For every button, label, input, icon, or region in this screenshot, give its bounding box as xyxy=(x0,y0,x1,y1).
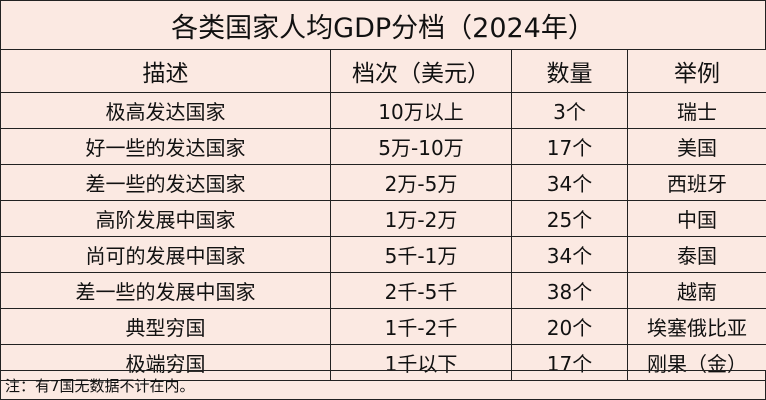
cell-example: 美国 xyxy=(627,128,766,165)
cell-bracket: 10万以上 xyxy=(330,92,512,129)
header-example: 举例 xyxy=(627,49,766,93)
cell-count: 17个 xyxy=(511,344,628,381)
cell-example: 西班牙 xyxy=(627,164,766,201)
cell-description: 差一些的发展中国家 xyxy=(0,272,331,309)
table-row: 极端穷国 1千以下 17个 刚果（金） xyxy=(0,344,766,381)
header-description: 描述 xyxy=(0,49,331,93)
cell-example: 瑞士 xyxy=(627,92,766,129)
table-row: 高阶发展中国家 1万-2万 25个 中国 xyxy=(0,200,766,237)
cell-example: 刚果（金） xyxy=(627,344,766,381)
table-title: 各类国家人均GDP分档（2024年） xyxy=(0,0,766,50)
cell-bracket: 5千-1万 xyxy=(330,236,512,273)
header-row: 描述 档次（美元） 数量 举例 xyxy=(0,49,766,93)
table-row: 极高发达国家 10万以上 3个 瑞士 xyxy=(0,92,766,129)
cell-bracket: 1万-2万 xyxy=(330,200,512,237)
cell-bracket: 1千以下 xyxy=(330,344,512,381)
table-row: 差一些的发展中国家 2千-5千 38个 越南 xyxy=(0,272,766,309)
cell-bracket: 1千-2千 xyxy=(330,308,512,345)
cell-description: 典型穷国 xyxy=(0,308,331,345)
cell-bracket: 2千-5千 xyxy=(330,272,512,309)
gdp-bracket-table: 描述 档次（美元） 数量 举例 极高发达国家 10万以上 3个 瑞士 好一些的发… xyxy=(0,49,766,381)
header-count: 数量 xyxy=(511,49,628,93)
cell-count: 34个 xyxy=(511,164,628,201)
cell-description: 极高发达国家 xyxy=(0,92,331,129)
cell-description: 好一些的发达国家 xyxy=(0,128,331,165)
cell-example: 中国 xyxy=(627,200,766,237)
cell-example: 埃塞俄比亚 xyxy=(627,308,766,345)
cell-count: 3个 xyxy=(511,92,628,129)
table-row: 差一些的发达国家 2万-5万 34个 西班牙 xyxy=(0,164,766,201)
cell-count: 17个 xyxy=(511,128,628,165)
cell-count: 20个 xyxy=(511,308,628,345)
table-row: 好一些的发达国家 5万-10万 17个 美国 xyxy=(0,128,766,165)
cell-count: 34个 xyxy=(511,236,628,273)
cell-description: 尚可的发展中国家 xyxy=(0,236,331,273)
cell-count: 38个 xyxy=(511,272,628,309)
cell-example: 泰国 xyxy=(627,236,766,273)
cell-description: 差一些的发达国家 xyxy=(0,164,331,201)
footnote: 注：有7国无数据不计在内。 xyxy=(0,370,766,400)
cell-count: 25个 xyxy=(511,200,628,237)
cell-bracket: 5万-10万 xyxy=(330,128,512,165)
cell-description: 高阶发展中国家 xyxy=(0,200,331,237)
header-bracket: 档次（美元） xyxy=(330,49,512,93)
table-row: 尚可的发展中国家 5千-1万 34个 泰国 xyxy=(0,236,766,273)
cell-example: 越南 xyxy=(627,272,766,309)
cell-bracket: 2万-5万 xyxy=(330,164,512,201)
cell-description: 极端穷国 xyxy=(0,344,331,381)
table-row: 典型穷国 1千-2千 20个 埃塞俄比亚 xyxy=(0,308,766,345)
